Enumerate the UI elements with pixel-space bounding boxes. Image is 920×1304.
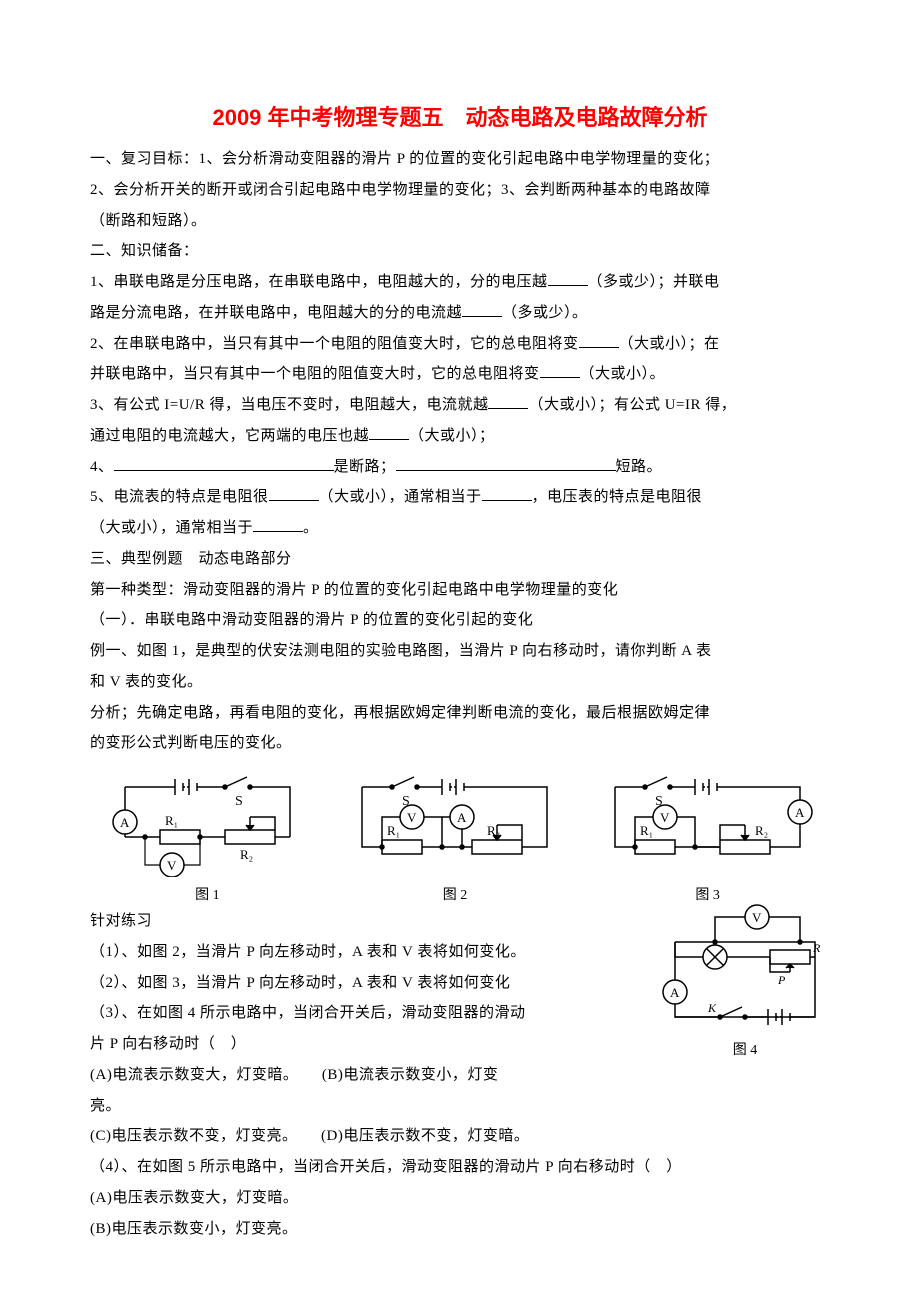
q4-text-c: 短路。 [616, 459, 663, 475]
svg-text:R₁: R₁ [640, 823, 653, 838]
q1-text-d: （多或少）。 [502, 305, 588, 321]
type1-sub1: （一）．串联电路中滑动变阻器的滑片 P 的位置的变化引起的变化 [90, 605, 830, 636]
circuit-1-svg: S A R₁ [105, 767, 310, 877]
circuit-4-svg: V R P A [660, 902, 830, 1032]
q3: 3、有公式 I=U/R 得，当电压不变时，电阻越大，电流就越 （大或小）；有公式 … [90, 390, 830, 421]
q1-text-c: 路是分流电路，在并联电路中，电阻越大的分的电流越 [90, 305, 462, 321]
svg-text:V: V [407, 810, 417, 825]
figure-2: S R₁ R₂ [347, 767, 562, 904]
q1-text-b: （多或少）；并联电 [588, 274, 720, 290]
p3-opt-cd: (C)电压表示数不变，灯变亮。 (D)电压表示数不变，灯变暗。 [90, 1121, 830, 1152]
q3-text-d: （大或小）； [409, 428, 495, 444]
type1-heading: 第一种类型：滑动变阻器的滑片 P 的位置的变化引起电路中电学物理量的变化 [90, 575, 830, 606]
fig4-caption: 图 4 [660, 1039, 830, 1059]
q2-text-d: （大或小）。 [580, 366, 666, 382]
svg-text:V: V [752, 910, 762, 925]
q3-text-b: （大或小）；有公式 U=IR 得， [528, 397, 736, 413]
q5-text-a: 5、电流表的特点是电阻很 [90, 489, 269, 505]
blank [369, 424, 409, 440]
circuit-figures-row: S A R₁ [90, 767, 830, 904]
svg-text:R₁: R₁ [387, 823, 400, 838]
document-title: 2009 年中考物理专题五 动态电路及电路故障分析 [90, 100, 830, 132]
q1-text-a: 1、串联电路是分压电路，在串联电路中，电阻越大的，分的电压越 [90, 274, 548, 290]
p4-a: （4）、在如图 5 所示电路中，当闭合开关后，滑动变阻器的滑动片 P 向右移动时… [90, 1152, 830, 1183]
q4-text-b: 是断路； [334, 459, 396, 475]
svg-text:R₁: R₁ [165, 813, 178, 828]
figure-1: S A R₁ [105, 767, 310, 904]
svg-text:V: V [167, 858, 177, 873]
blank [269, 485, 319, 501]
q5-cont: （大或小），通常相当于 。 [90, 513, 830, 544]
q2-text-a: 2、在串联电路中，当只有其中一个电阻的阻值变大时，它的总电阻将变 [90, 336, 579, 352]
q5-text-e: 。 [303, 520, 319, 536]
svg-text:A: A [670, 985, 680, 1000]
p4-opt-a: (A)电压表示数变大，灯变暗。 [90, 1183, 830, 1214]
fig1-caption: 图 1 [105, 884, 310, 904]
q5-text-b: （大或小），通常相当于 [319, 489, 482, 505]
svg-text:R₂: R₂ [755, 823, 768, 838]
svg-text:A: A [457, 810, 467, 825]
q4: 4、 是断路； 短路。 [90, 452, 830, 483]
blank [540, 362, 580, 378]
ex1-d: 的变形公式判断电压的变化。 [90, 728, 830, 759]
p3-opt-ab: (A)电流表示数变大，灯变暗。 (B)电流表示数变小，灯变 [90, 1060, 830, 1091]
blank [548, 270, 588, 286]
blank [114, 455, 334, 471]
q2: 2、在串联电路中，当只有其中一个电阻的阻值变大时，它的总电阻将变 （大或小）；在 [90, 329, 830, 360]
figure-4: V R P A [660, 902, 830, 1059]
ex1-b: 和 V 表的变化。 [90, 667, 830, 698]
p4-opt-b: (B)电压表示数变小，灯变亮。 [90, 1214, 830, 1245]
knowledge-heading: 二、知识储备： [90, 236, 830, 267]
ex1-c: 分析；先确定电路，再看电阻的变化，再根据欧姆定律判断电流的变化，最后根据欧姆定律 [90, 698, 830, 729]
fig2-caption: 图 2 [347, 884, 562, 904]
q2-text-b: （大或小）；在 [619, 336, 720, 352]
q2-cont: 并联电路中，当只有其中一个电阻的阻值变大时，它的总电阻将变 （大或小）。 [90, 359, 830, 390]
goal-line1: 一、复习目标：1、会分析滑动变阻器的滑片 P 的位置的变化引起电路中电学物理量的… [90, 144, 830, 175]
blank [482, 485, 532, 501]
figure-3: S A R₁ R₂ [600, 767, 815, 904]
svg-text:V: V [660, 810, 670, 825]
blank [253, 516, 303, 532]
fig3-caption: 图 3 [600, 884, 815, 904]
goal-line2: 2、会分析开关的断开或闭合引起电路中电学物理量的变化；3、会判断两种基本的电路故… [90, 175, 830, 206]
svg-text:K: K [707, 1001, 717, 1015]
ex1-a: 例一、如图 1，是典型的伏安法测电阻的实验电路图，当滑片 P 向右移动时，请你判… [90, 636, 830, 667]
blank [488, 393, 528, 409]
blank [396, 455, 616, 471]
svg-text:A: A [795, 805, 805, 820]
circuit-3-svg: S A R₁ R₂ [600, 767, 815, 877]
q5: 5、电流表的特点是电阻很 （大或小），通常相当于 ，电压表的特点是电阻很 [90, 482, 830, 513]
q1: 1、串联电路是分压电路，在串联电路中，电阻越大的，分的电压越 （多或少）；并联电 [90, 267, 830, 298]
q5-text-d: （大或小），通常相当于 [90, 520, 253, 536]
q2-text-c: 并联电路中，当只有其中一个电阻的阻值变大时，它的总电阻将变 [90, 366, 540, 382]
q3-text-a: 3、有公式 I=U/R 得，当电压不变时，电阻越大，电流就越 [90, 397, 488, 413]
svg-text:R₂: R₂ [240, 847, 253, 862]
goal-line3: （断路和短路）。 [90, 206, 830, 237]
q4-text-a: 4、 [90, 459, 114, 475]
blank [579, 332, 619, 348]
svg-text:S: S [235, 794, 243, 809]
svg-text:R: R [812, 941, 821, 955]
examples-heading: 三、典型例题 动态电路部分 [90, 544, 830, 575]
svg-text:P: P [777, 973, 786, 987]
q3-cont: 通过电阻的电流越大，它两端的电压也越 （大或小）； [90, 421, 830, 452]
p3-opt-ab2: 亮。 [90, 1091, 830, 1122]
document-page: 2009 年中考物理专题五 动态电路及电路故障分析 一、复习目标：1、会分析滑动… [0, 0, 920, 1304]
q1-cont: 路是分流电路，在并联电路中，电阻越大的分的电流越 （多或少）。 [90, 298, 830, 329]
blank [462, 301, 502, 317]
svg-text:A: A [120, 815, 130, 830]
q3-text-c: 通过电阻的电流越大，它两端的电压也越 [90, 428, 369, 444]
q5-text-c: ，电压表的特点是电阻很 [532, 489, 703, 505]
circuit-2-svg: S R₁ R₂ [347, 767, 562, 877]
